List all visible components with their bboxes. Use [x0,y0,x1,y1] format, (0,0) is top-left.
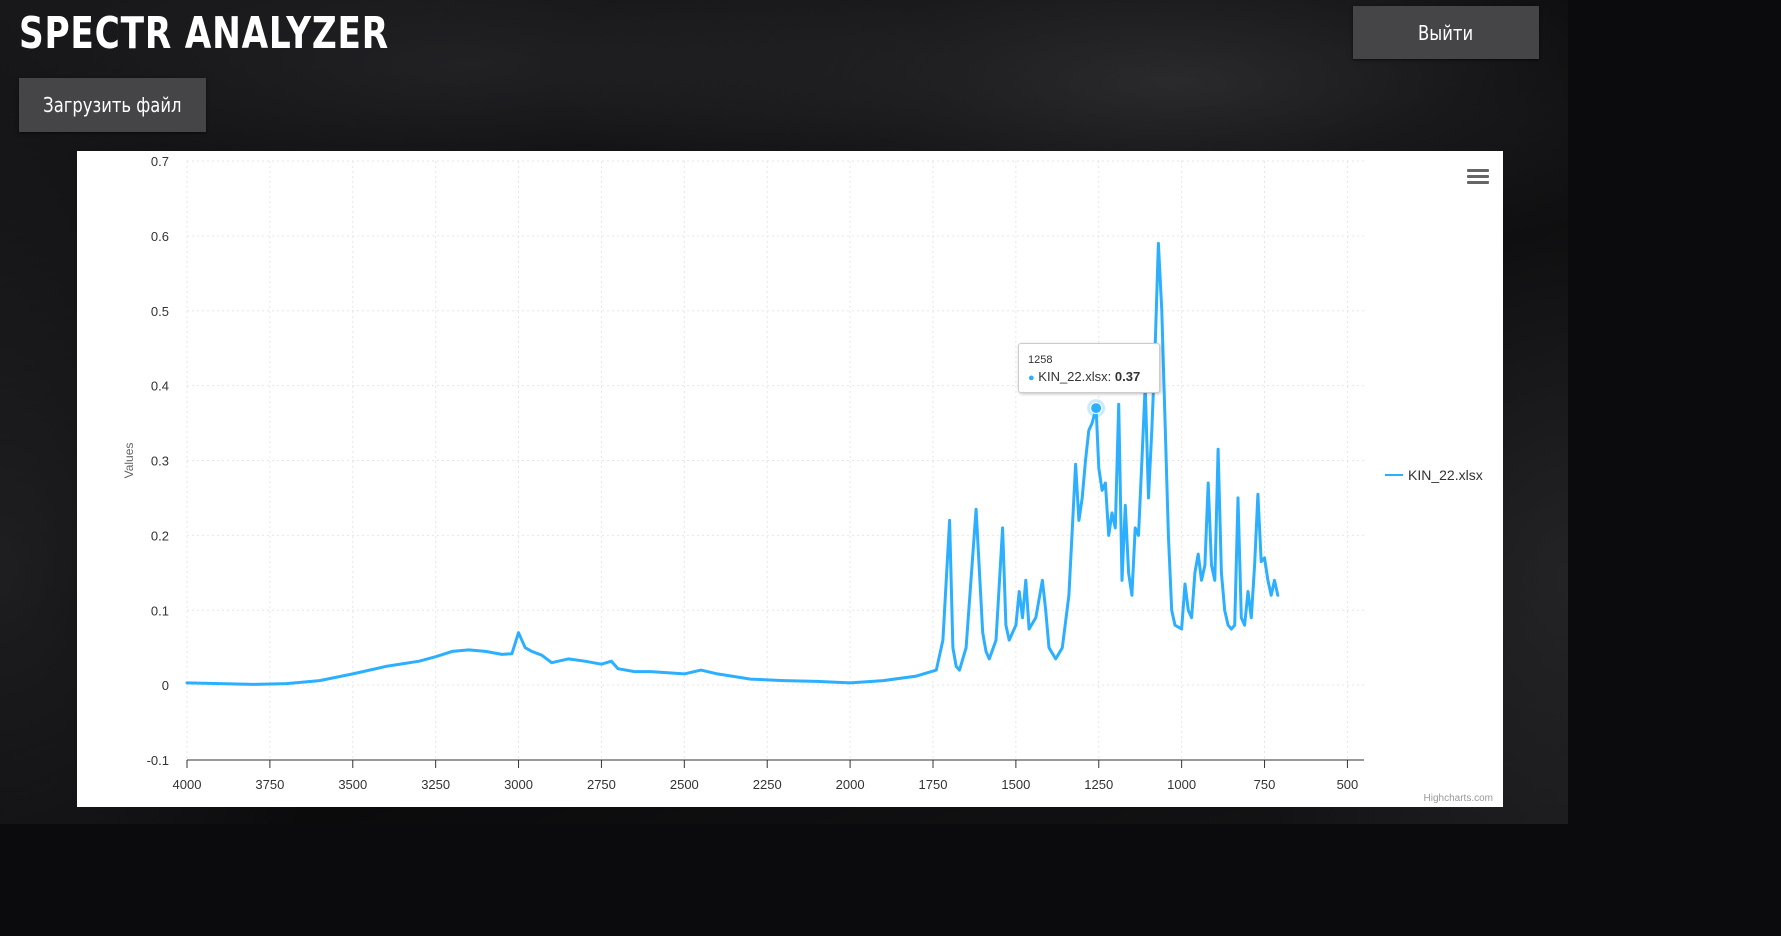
y-tick-label: 0.7 [151,154,169,169]
upload-file-button[interactable]: Загрузить файл [19,78,206,132]
logout-button[interactable]: Выйти [1353,6,1539,59]
chart-credits[interactable]: Highcharts.com [1423,793,1493,804]
hover-point [1090,402,1103,415]
tooltip-value: 0.37 [1114,369,1141,384]
upload-file-button-label: Загрузить файл [43,93,182,117]
x-tick-label: 3000 [504,777,533,792]
y-tick-label: 0.1 [151,603,169,618]
x-tick-label: 3500 [338,777,367,792]
y-tick-label: 0 [162,678,169,693]
y-tick-label: 0.4 [151,379,169,394]
tooltip-series: KIN_22.xlsx [1038,369,1108,384]
app-title: SPECTR ANALYZER [19,8,389,59]
x-tick-label: 4000 [173,777,202,792]
x-tick-label: 3750 [255,777,284,792]
y-tick-label: 0.2 [151,528,169,543]
series-line [185,241,1280,686]
logout-button-label: Выйти [1418,20,1474,45]
x-tick-label: 2000 [836,777,865,792]
x-tick-label: 750 [1254,777,1276,792]
legend-item[interactable]: KIN_22.xlsx [1385,467,1483,483]
y-axis-title: Values [122,443,136,479]
x-tick-label: 1250 [1084,777,1113,792]
legend-swatch [1385,474,1403,476]
x-tick-label: 500 [1337,777,1359,792]
x-tick-label: 1750 [919,777,948,792]
chart-tooltip: 1258 ● KIN_22.xlsx: 0.37 [1018,343,1160,393]
x-tick-label: 2250 [753,777,782,792]
x-tick-label: 1500 [1001,777,1030,792]
y-tick-label: 0.5 [151,304,169,319]
tooltip-dot: ● [1028,372,1035,384]
spectrum-chart: -0.1 0 0.1 0.2 0.3 0.4 0.5 0.6 0.7 4000 3750 3500 32… [77,151,1503,807]
x-tick-label: 2750 [587,777,616,792]
x-tick-label: 2500 [670,777,699,792]
y-tick-label: 0.3 [151,454,169,469]
chart-svg: -0.1 0 0.1 0.2 0.3 0.4 0.5 0.6 0.7 4000 3750 3500 32… [122,154,1364,792]
x-tick-label: 3250 [421,777,450,792]
y-tick-label: 0.6 [151,229,169,244]
legend-label: KIN_22.xlsx [1408,467,1483,483]
y-tick-label: -0.1 [147,753,169,768]
tooltip-x: 1258 [1028,354,1053,366]
x-tick-label: 1000 [1167,777,1196,792]
chart-menu-icon[interactable] [1467,169,1489,187]
